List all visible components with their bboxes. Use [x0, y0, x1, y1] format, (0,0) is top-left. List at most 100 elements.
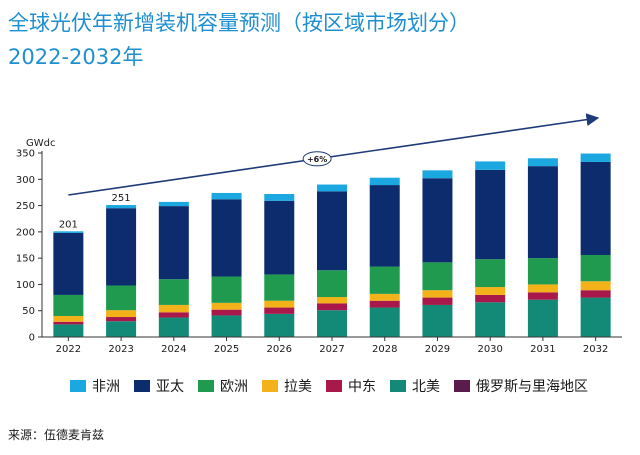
bar-segment: [211, 192, 242, 200]
legend-item: 欧洲: [198, 376, 248, 396]
bar-segment: [369, 293, 400, 301]
y-tick-label: 250: [16, 201, 35, 212]
bar-segment: [475, 287, 506, 295]
bar-segment: [369, 177, 400, 186]
x-tick-label: 2023: [108, 344, 133, 355]
legend-label: 北美: [412, 379, 440, 395]
legend-swatch: [70, 380, 86, 392]
bar-segment: [106, 310, 137, 318]
bar-segment: [158, 304, 189, 313]
legend: 非洲 亚太 欧洲 拉美 中东 北美 俄罗斯与里海地区: [70, 376, 602, 396]
source-note: 来源：伍德麦肯兹: [8, 428, 105, 442]
legend-item: 中东: [326, 376, 376, 396]
bar-segment: [527, 284, 558, 293]
bar-segment: [53, 321, 84, 325]
x-axis: 2022 2023 2024 2025 2026 2027 2028 2029 2030 2031…: [42, 336, 622, 355]
bar-segment: [422, 304, 453, 337]
bar-segment: [580, 290, 611, 298]
bar-segment: [264, 194, 295, 201]
bar-segment: [106, 285, 137, 311]
bar-segment: [106, 208, 137, 286]
bar-segment: [422, 178, 453, 263]
legend-label: 拉美: [284, 379, 312, 395]
x-tick-label: 2027: [319, 344, 344, 355]
chart-title-line2: 2022-2032年: [8, 45, 144, 69]
bar-segment: [158, 317, 189, 337]
bar-segment: [580, 281, 611, 291]
bar-value-label: 251: [112, 193, 131, 204]
bar-segment: [53, 231, 84, 233]
bar-segment: [527, 258, 558, 285]
legend-label: 俄罗斯与里海地区: [476, 379, 588, 395]
y-tick-label: 100: [16, 280, 35, 291]
bar-segment: [475, 259, 506, 288]
bar-segment: [317, 191, 347, 271]
bars-group: [53, 153, 611, 337]
bar-segment: [580, 254, 611, 282]
bar-segment: [211, 309, 242, 316]
bar-segment: [317, 270, 347, 298]
bar-segment: [422, 262, 453, 291]
bar-value-label: 201: [59, 219, 78, 230]
x-tick-label: 2031: [530, 344, 555, 355]
legend-swatch: [454, 380, 470, 392]
bar-segment: [317, 184, 347, 192]
x-tick-label: 2028: [372, 344, 397, 355]
bar-segment: [158, 279, 189, 305]
bar-segment: [211, 199, 242, 277]
bar-segment: [264, 274, 295, 301]
bar-segment: [527, 299, 558, 337]
bar-segment: [106, 317, 137, 322]
bar-segment: [422, 297, 453, 305]
bar-segment: [106, 205, 137, 209]
trend-label: +6%: [307, 155, 327, 164]
y-tick-label: 200: [16, 227, 35, 238]
bar-segment: [264, 200, 295, 275]
legend-item: 俄罗斯与里海地区: [454, 376, 588, 396]
legend-item: 拉美: [262, 376, 312, 396]
bar-segment: [264, 313, 295, 337]
bar-segment: [53, 315, 84, 322]
legend-swatch: [262, 380, 278, 392]
bar-segment: [264, 300, 295, 308]
bar-segment: [422, 290, 453, 298]
legend-swatch: [198, 380, 214, 392]
bar-segment: [53, 294, 84, 316]
x-tick-label: 2022: [56, 344, 81, 355]
bar-segment: [369, 185, 400, 267]
bar-segment: [475, 161, 506, 170]
bar-segment: [106, 321, 137, 337]
legend-label: 非洲: [92, 379, 120, 395]
bar-segment: [158, 312, 189, 318]
x-tick-label: 2024: [161, 344, 186, 355]
legend-swatch: [326, 380, 342, 392]
bar-segment: [158, 206, 189, 280]
bar-segment: [422, 170, 453, 179]
y-tick-label: 150: [16, 254, 35, 265]
bar-segment: [53, 232, 84, 295]
bar-segment: [211, 276, 242, 303]
legend-label: 亚太: [156, 379, 184, 395]
bar-segment: [317, 310, 347, 337]
legend-swatch: [134, 380, 150, 392]
annotations: 201 251 +6%: [59, 113, 600, 230]
bar-segment: [580, 153, 611, 162]
legend-label: 欧洲: [220, 379, 248, 395]
x-tick-label: 2032: [583, 344, 608, 355]
bar-segment: [158, 201, 189, 207]
y-tick-label: 300: [16, 175, 35, 186]
bar-segment: [580, 161, 611, 255]
legend-item: 非洲: [70, 376, 120, 396]
bar-segment: [369, 266, 400, 294]
trend-arrow: [68, 113, 600, 196]
bar-segment: [475, 294, 506, 303]
bar-segment: [317, 303, 347, 311]
bar-segment: [527, 166, 558, 259]
bar-segment: [475, 302, 506, 337]
y-tick-label: 0: [29, 333, 35, 344]
bar-segment: [369, 300, 400, 308]
bar-segment: [211, 302, 242, 310]
trend-label-badge: [302, 151, 332, 167]
y-tick-label: 350: [16, 149, 35, 160]
bar-segment: [580, 297, 611, 337]
